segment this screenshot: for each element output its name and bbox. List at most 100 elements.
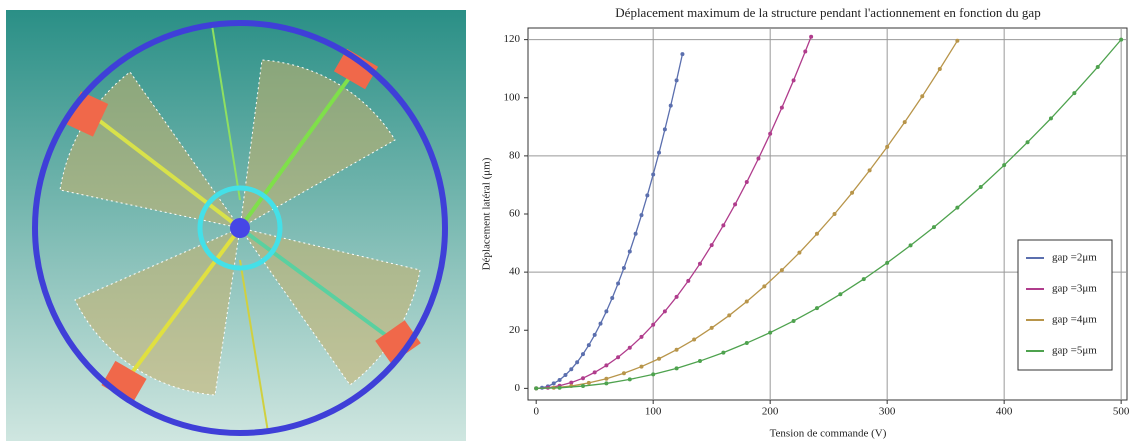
arm: [86, 110, 242, 230]
data-point: [651, 172, 656, 177]
data-point: [978, 184, 983, 189]
data-point: [604, 309, 609, 314]
y-tick-label: 100: [504, 91, 521, 103]
data-point: [604, 363, 609, 368]
anchor-pad: [333, 48, 379, 90]
data-point: [639, 364, 644, 369]
data-point: [709, 325, 714, 330]
data-point: [744, 180, 749, 185]
data-point: [838, 292, 843, 297]
data-point: [791, 78, 796, 83]
data-point: [744, 341, 749, 346]
data-point: [674, 366, 679, 371]
data-point: [657, 356, 662, 361]
x-axis-label: Tension de commande (V): [770, 428, 887, 440]
data-point: [908, 243, 913, 248]
data-point: [569, 367, 574, 372]
data-point: [621, 266, 626, 271]
data-point: [627, 345, 632, 350]
y-axis-label: Déplacement latéral (μm): [481, 157, 493, 270]
data-point: [955, 205, 960, 210]
data-point: [639, 334, 644, 339]
data-point: [803, 49, 808, 54]
series-line: [536, 39, 1122, 390]
data-point: [598, 321, 603, 326]
data-point: [534, 386, 539, 391]
beam: [211, 24, 241, 201]
data-point: [604, 381, 609, 386]
legend-label: gap =3μm: [1052, 283, 1097, 295]
data-point: [557, 385, 562, 390]
render: [6, 10, 466, 441]
x-tick-label: 100: [645, 406, 662, 418]
legend-box: [1017, 239, 1113, 371]
data-point: [604, 376, 609, 381]
data-point: [610, 295, 615, 300]
data-point: [902, 120, 907, 125]
data-point: [674, 78, 679, 83]
data-point: [645, 193, 650, 198]
data-point: [592, 370, 597, 375]
data-point: [791, 318, 796, 323]
comb-fan: [74, 227, 241, 396]
data-point: [721, 223, 726, 228]
data-point: [668, 103, 673, 108]
beam: [239, 259, 269, 433]
data-point: [931, 225, 936, 230]
data-point: [779, 105, 784, 110]
data-point: [885, 260, 890, 265]
data-point: [657, 150, 662, 155]
x-tick-label: 300: [879, 406, 896, 418]
y-tick-label: 0: [515, 382, 521, 394]
data-point: [651, 322, 656, 327]
arm: [238, 68, 357, 230]
x-tick-label: 0: [533, 406, 539, 418]
data-point: [686, 278, 691, 283]
x-tick-label: 400: [996, 406, 1013, 418]
data-point: [814, 306, 819, 311]
data-point: [627, 249, 632, 254]
data-point: [756, 156, 761, 161]
data-point: [768, 131, 773, 136]
data-point: [616, 355, 621, 360]
legend-label: gap =2μm: [1052, 252, 1097, 264]
data-point: [651, 372, 656, 377]
data-point: [809, 34, 814, 39]
data-point: [569, 380, 574, 385]
data-point: [592, 332, 597, 337]
data-point: [850, 190, 855, 195]
comb-fan: [238, 227, 421, 386]
data-point: [885, 144, 890, 149]
data-point: [1025, 140, 1030, 145]
data-point: [1072, 91, 1077, 96]
data-point: [768, 330, 773, 335]
chart-title: Déplacement maximum de la structure pend…: [615, 5, 1040, 20]
data-point: [662, 309, 667, 314]
data-point: [867, 168, 872, 173]
data-point: [955, 38, 960, 43]
anchor-pad: [101, 360, 147, 404]
data-point: [814, 231, 819, 236]
x-tick-label: 200: [762, 406, 779, 418]
data-point: [639, 213, 644, 218]
data-point: [580, 384, 585, 389]
data-point: [563, 373, 568, 378]
data-point: [662, 127, 667, 132]
arm: [123, 226, 242, 384]
data-point: [1119, 37, 1124, 42]
data-point: [832, 212, 837, 216]
data-point: [937, 66, 942, 71]
data-point: [557, 377, 562, 382]
data-point: [586, 380, 591, 385]
data-point: [674, 294, 679, 299]
data-point: [580, 376, 585, 381]
data-point: [779, 268, 784, 273]
comb-fan: [239, 59, 396, 229]
data-point: [627, 377, 632, 382]
data-point: [920, 94, 925, 99]
data-point: [586, 343, 591, 348]
data-point: [621, 371, 626, 376]
y-tick-label: 60: [509, 208, 521, 220]
data-point: [580, 352, 585, 357]
